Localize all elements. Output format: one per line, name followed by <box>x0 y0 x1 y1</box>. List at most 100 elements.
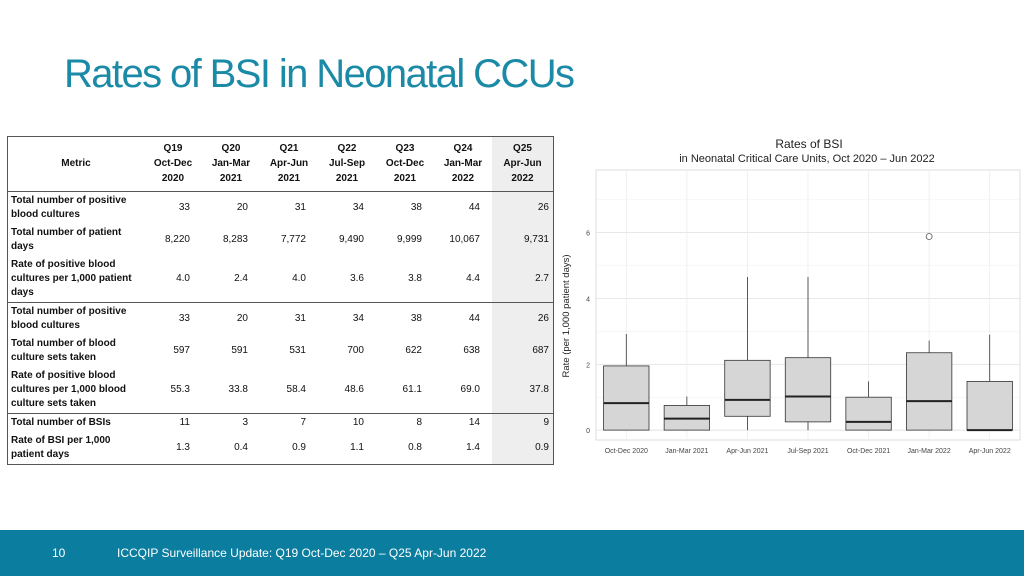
column-header-q19: Q19 Oct-Dec 2020 <box>144 137 202 192</box>
table-cell: 20 <box>236 202 248 213</box>
table-cell: 61.1 <box>402 384 422 395</box>
column-header-period: Jul-Sep <box>328 158 366 169</box>
table-row: Total number of positive blood cultures 3… <box>8 191 553 224</box>
table-cell: 4.4 <box>466 273 480 284</box>
table-cell: 55.3 <box>170 384 190 395</box>
table-cell: 9,999 <box>396 234 422 245</box>
row-label: Total number of BSIs <box>8 413 144 432</box>
box-1 <box>603 333 650 431</box>
table-cell: 0.9 <box>292 442 306 453</box>
row-label: Rate of positive blood cultures per 1,00… <box>11 259 132 298</box>
column-header-year: 2022 <box>511 173 534 184</box>
table-cell: 20 <box>202 302 260 335</box>
table-cell: 58.4 <box>286 384 306 395</box>
table-cell: 2.4 <box>234 273 248 284</box>
table-cell: 8,283 <box>222 234 248 245</box>
table-cell: 38 <box>376 302 434 335</box>
table-cell: 10,067 <box>449 234 480 245</box>
row-label: Total number of blood culture sets taken <box>11 338 116 363</box>
table-cell: 700 <box>347 345 364 356</box>
column-header-period: Jan-Mar <box>443 158 483 169</box>
box-body <box>906 352 953 431</box>
slide-title: Rates of BSI in Neonatal CCUs <box>64 52 575 96</box>
column-header-q21: Q21 Apr-Jun 2021 <box>260 137 318 192</box>
box-7 <box>966 334 1013 432</box>
table-row: Total number of blood culture sets taken… <box>8 335 553 367</box>
box-body <box>724 359 771 417</box>
bsi-rate-boxplot: Rates of BSI in Neonatal Critical Care U… <box>561 137 1021 455</box>
table-cell: 591 <box>231 345 248 356</box>
table-cell: 33 <box>144 302 202 335</box>
table-cell: 7,772 <box>280 234 306 245</box>
table-row: Rate of positive blood cultures per 1,00… <box>8 256 553 303</box>
column-header-period: Oct-Dec <box>385 158 425 169</box>
table-cell: 9,731 <box>492 224 553 256</box>
x-tick-label: Jan-Mar 2022 <box>908 448 951 455</box>
table-row: Total number of positive blood cultures 3… <box>8 302 553 335</box>
table-cell: 11 <box>144 413 202 432</box>
x-tick-label: Apr-Jun 2022 <box>969 448 1011 455</box>
table-cell: 9,490 <box>338 234 364 245</box>
table-cell: 531 <box>289 345 306 356</box>
row-label: Total number of positive blood cultures <box>11 195 127 220</box>
table-cell: 8 <box>376 413 434 432</box>
y-tick-label: 6 <box>586 231 590 238</box>
column-header-q24: Q24 Jan-Mar 2022 <box>434 137 492 192</box>
table-cell: 48.6 <box>344 384 364 395</box>
column-header-q: Q22 <box>337 143 357 154</box>
table-cell: 1.1 <box>350 442 364 453</box>
table-row: Total number of BSIs 11 3 7 10 8 14 9 <box>8 413 553 432</box>
table-cell: 1.3 <box>176 442 190 453</box>
column-header-q: Q19 <box>163 143 183 154</box>
table-cell: 3.6 <box>350 273 364 284</box>
row-label: Rate of BSI per 1,000 patient days <box>11 435 111 460</box>
column-header-period: Oct-Dec <box>153 158 193 169</box>
column-header-q: Q20 <box>221 143 241 154</box>
table-cell: 33.8 <box>228 384 248 395</box>
table-cell: 622 <box>405 345 422 356</box>
column-header-period: Jan-Mar <box>211 158 251 169</box>
footer-bar: 10 ICCQIP Surveillance Update: Q19 Oct-D… <box>0 530 1024 576</box>
column-header-q22: Q22 Jul-Sep 2021 <box>318 137 376 192</box>
table-cell: 69.0 <box>460 384 480 395</box>
chart-boxes <box>603 233 1013 432</box>
table-row: Rate of BSI per 1,000 patient days 1.3 0.4… <box>8 432 553 464</box>
table-cell: 4.0 <box>176 273 190 284</box>
column-header-q: Q21 <box>279 143 299 154</box>
box-body <box>603 365 650 431</box>
page-number: 10 <box>52 546 66 560</box>
table-cell: 7 <box>260 413 318 432</box>
row-label: Rate of positive blood cultures per 1,00… <box>11 370 127 409</box>
table-cell: 14 <box>434 413 492 432</box>
table-cell: 687 <box>492 335 553 367</box>
table-cell: 0.4 <box>234 442 248 453</box>
table-cell: 38 <box>410 202 422 213</box>
table-cell: 1.4 <box>466 442 480 453</box>
table-cell: 0.9 <box>492 432 553 464</box>
column-header-year: 2021 <box>335 173 359 184</box>
y-tick-label: 2 <box>586 362 590 369</box>
table-body: Total number of positive blood cultures 3… <box>8 191 553 464</box>
box-3 <box>724 277 771 431</box>
x-tick-label: Jan-Mar 2021 <box>665 448 708 455</box>
table-cell: 3.8 <box>408 273 422 284</box>
column-header-q25: Q25 Apr-Jun 2022 <box>492 137 553 192</box>
column-header-q20: Q20 Jan-Mar 2021 <box>202 137 260 192</box>
table-cell: 4.0 <box>292 273 306 284</box>
column-header-year: 2021 <box>277 173 301 184</box>
column-header-year: 2020 <box>161 173 185 184</box>
metric-header: Metric <box>8 137 144 192</box>
box-2 <box>663 396 710 431</box>
x-tick-label: Oct-Dec 2020 <box>605 448 648 455</box>
table-cell: 8,220 <box>164 234 190 245</box>
table-cell: 44 <box>434 302 492 335</box>
table-cell: 34 <box>352 202 364 213</box>
row-label: Total number of patient days <box>11 227 122 252</box>
table-cell: 31 <box>260 302 318 335</box>
x-tick-label: Apr-Jun 2021 <box>726 448 768 455</box>
table-cell: 33 <box>178 202 190 213</box>
table-cell: 44 <box>468 202 480 213</box>
table-cell: 37.8 <box>492 367 553 414</box>
box-body <box>784 357 832 423</box>
y-tick-label: 4 <box>586 296 590 303</box>
